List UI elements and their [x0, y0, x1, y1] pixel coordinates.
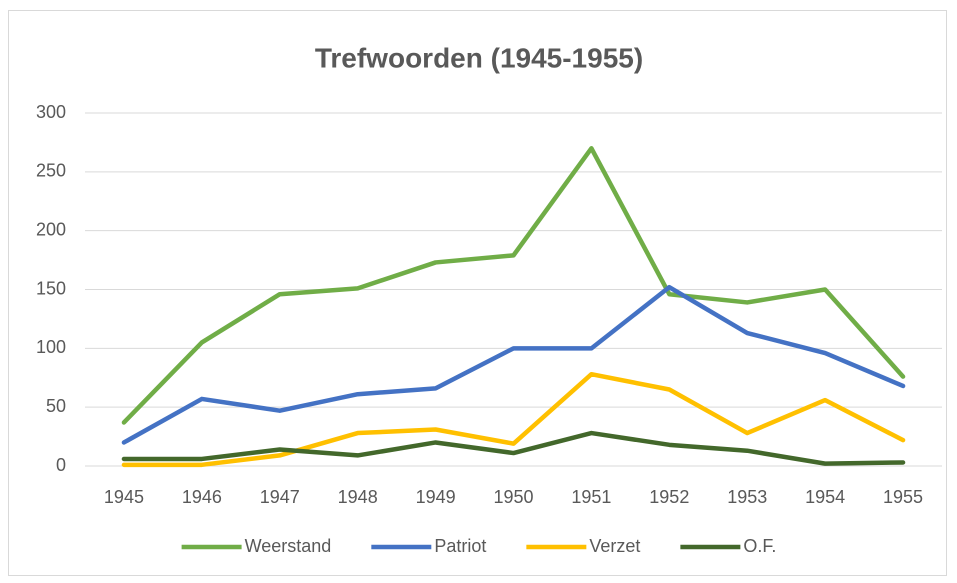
x-tick-label: 1948 [338, 487, 378, 507]
legend-label: Verzet [589, 536, 640, 556]
legend-label: Patriot [434, 536, 486, 556]
y-tick-label: 0 [56, 455, 66, 475]
x-tick-label: 1952 [649, 487, 689, 507]
y-tick-label: 150 [36, 278, 66, 298]
x-tick-label: 1945 [104, 487, 144, 507]
x-tick-label: 1954 [805, 487, 845, 507]
y-tick-label: 50 [46, 396, 66, 416]
x-tick-label: 1951 [571, 487, 611, 507]
y-tick-label: 100 [36, 337, 66, 357]
x-tick-label: 1955 [883, 487, 923, 507]
line-series [121, 146, 906, 425]
legend-label: O.F. [743, 536, 776, 556]
line-series [121, 284, 906, 445]
chart-title: Trefwoorden (1945-1955) [315, 42, 643, 73]
line-series [121, 371, 906, 468]
y-tick-label: 250 [36, 161, 66, 181]
x-tick-label: 1953 [727, 487, 767, 507]
x-tick-label: 1946 [182, 487, 222, 507]
y-tick-label: 200 [36, 219, 66, 239]
x-tick-label: 1949 [416, 487, 456, 507]
line-series [121, 430, 906, 466]
legend-label: Weerstand [245, 536, 332, 556]
chart-border [8, 10, 947, 576]
x-tick-label: 1947 [260, 487, 300, 507]
x-tick-label: 1950 [493, 487, 533, 507]
y-tick-label: 300 [36, 102, 66, 122]
